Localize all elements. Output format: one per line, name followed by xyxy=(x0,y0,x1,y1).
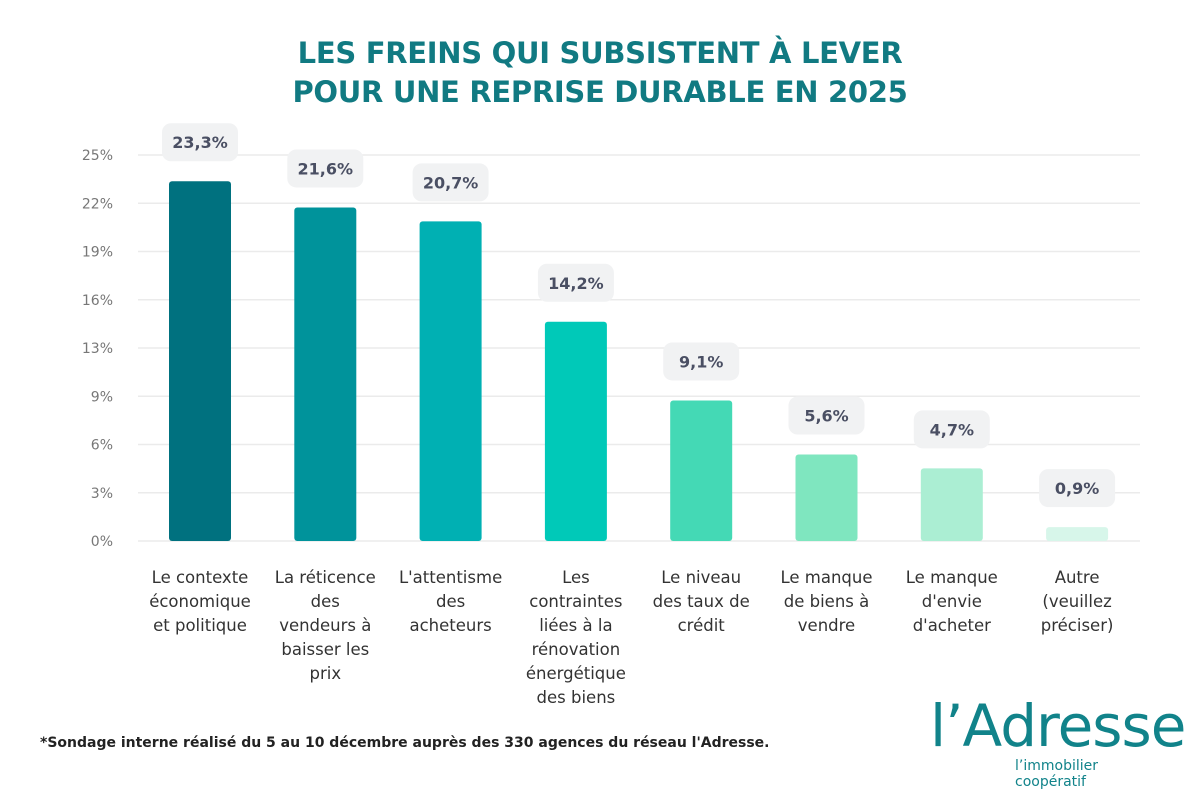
y-tick-label: 19% xyxy=(82,245,113,261)
category-label-line: vendre xyxy=(797,616,856,635)
data-label: 21,6% xyxy=(298,159,354,178)
category-label-line: La réticence xyxy=(274,568,376,587)
category-label: L'attentisme des acheteurs xyxy=(389,566,513,638)
data-label: 23,3% xyxy=(172,133,228,152)
category-label-line: préciser) xyxy=(1040,616,1114,635)
bar xyxy=(544,321,607,541)
y-tick-label: 3% xyxy=(91,486,113,502)
category-label-line: Le niveau xyxy=(661,568,742,587)
category-label-line: L'attentisme xyxy=(398,568,503,587)
category-label-line: énergétique xyxy=(525,664,626,683)
category-label-line: Autre xyxy=(1054,568,1100,587)
category-label: Autre (veuillez préciser) xyxy=(1015,566,1139,638)
category-label-line: des taux de xyxy=(652,592,750,611)
y-tick-label: 6% xyxy=(91,438,113,454)
data-label-box xyxy=(913,410,990,449)
category-label-line: de biens à xyxy=(783,592,870,611)
category-label-line: Le manque xyxy=(905,568,998,587)
category-label-line: d'envie xyxy=(921,592,982,611)
y-tick-label: 13% xyxy=(82,341,113,357)
category-label-line: des xyxy=(435,592,466,611)
category-label-line: et politique xyxy=(153,616,247,635)
y-tick-label: 9% xyxy=(91,389,113,405)
bar xyxy=(419,221,482,541)
title-line-1: LES FREINS QUI SUBSISTENT À LEVER xyxy=(297,36,903,70)
y-tick-label: 25% xyxy=(82,148,113,164)
y-tick-label: 16% xyxy=(82,293,113,309)
category-label-line: acheteurs xyxy=(409,616,492,635)
chart-title: LES FREINS QUI SUBSISTENT À LEVER POUR U… xyxy=(0,34,1200,112)
ladresse-logo: l’Adresse l’immobilier coopératif xyxy=(930,692,1186,790)
bar xyxy=(169,181,231,542)
data-label-box xyxy=(788,396,865,435)
category-label-line: crédit xyxy=(677,616,725,635)
data-label-box xyxy=(412,163,489,202)
bar xyxy=(670,400,733,541)
category-label: Le manque d'envie d'acheter xyxy=(890,566,1014,638)
footnote: *Sondage interne réalisé du 5 au 10 déce… xyxy=(40,735,770,751)
category-label-line: rénovation xyxy=(531,640,621,659)
category-label-line: des biens xyxy=(536,688,616,707)
category-label-line: vendeurs à xyxy=(279,616,372,635)
data-label-box xyxy=(287,149,364,188)
bar xyxy=(294,207,357,541)
category-label-line: (veuillez xyxy=(1042,592,1112,611)
category-label: Les contraintes liées à la rénovation énergé… xyxy=(514,566,638,710)
category-label-line: des xyxy=(310,592,340,611)
category-label-line: baisser les xyxy=(281,640,370,659)
category-label-line: Les xyxy=(562,568,590,587)
y-tick-label: 22% xyxy=(82,196,113,212)
data-label-box xyxy=(663,342,740,381)
data-label-box xyxy=(1039,469,1116,508)
title-line-2: POUR UNE REPRISE DURABLE EN 2025 xyxy=(292,75,908,109)
category-label: La réticence des vendeurs à baisser les prix xyxy=(263,566,387,686)
category-label: Le manque de biens à vendre xyxy=(765,566,889,638)
data-label: 0,9% xyxy=(1055,479,1099,498)
data-label: 5,6% xyxy=(804,407,848,426)
bar xyxy=(1046,527,1109,541)
data-label: 9,1% xyxy=(679,352,723,371)
data-label: 20,7% xyxy=(423,173,479,192)
data-label-box xyxy=(162,123,238,162)
bar xyxy=(795,454,858,541)
bar xyxy=(920,468,983,541)
category-label-line: Le contexte xyxy=(151,568,249,587)
category-label-line: économique xyxy=(149,592,251,611)
bar-chart: 0% 3% 6% 9% 13% 16% 19% 22% 25% 23,3% 21,6% 20,7% 14… xyxy=(82,123,1140,550)
category-label-line: prix xyxy=(309,664,342,683)
y-tick-label: 0% xyxy=(91,534,113,550)
category-label: Le contexte économique et politique xyxy=(138,566,262,638)
data-label-box xyxy=(537,263,614,302)
category-label-line: d'acheter xyxy=(912,616,991,635)
category-label-line: liées à la xyxy=(539,616,613,635)
data-label: 14,2% xyxy=(548,274,604,293)
category-label: Le niveau des taux de crédit xyxy=(639,566,763,638)
data-label: 4,7% xyxy=(930,420,974,439)
category-label-line: Le manque xyxy=(780,568,873,587)
category-label-line: contraintes xyxy=(529,592,623,611)
